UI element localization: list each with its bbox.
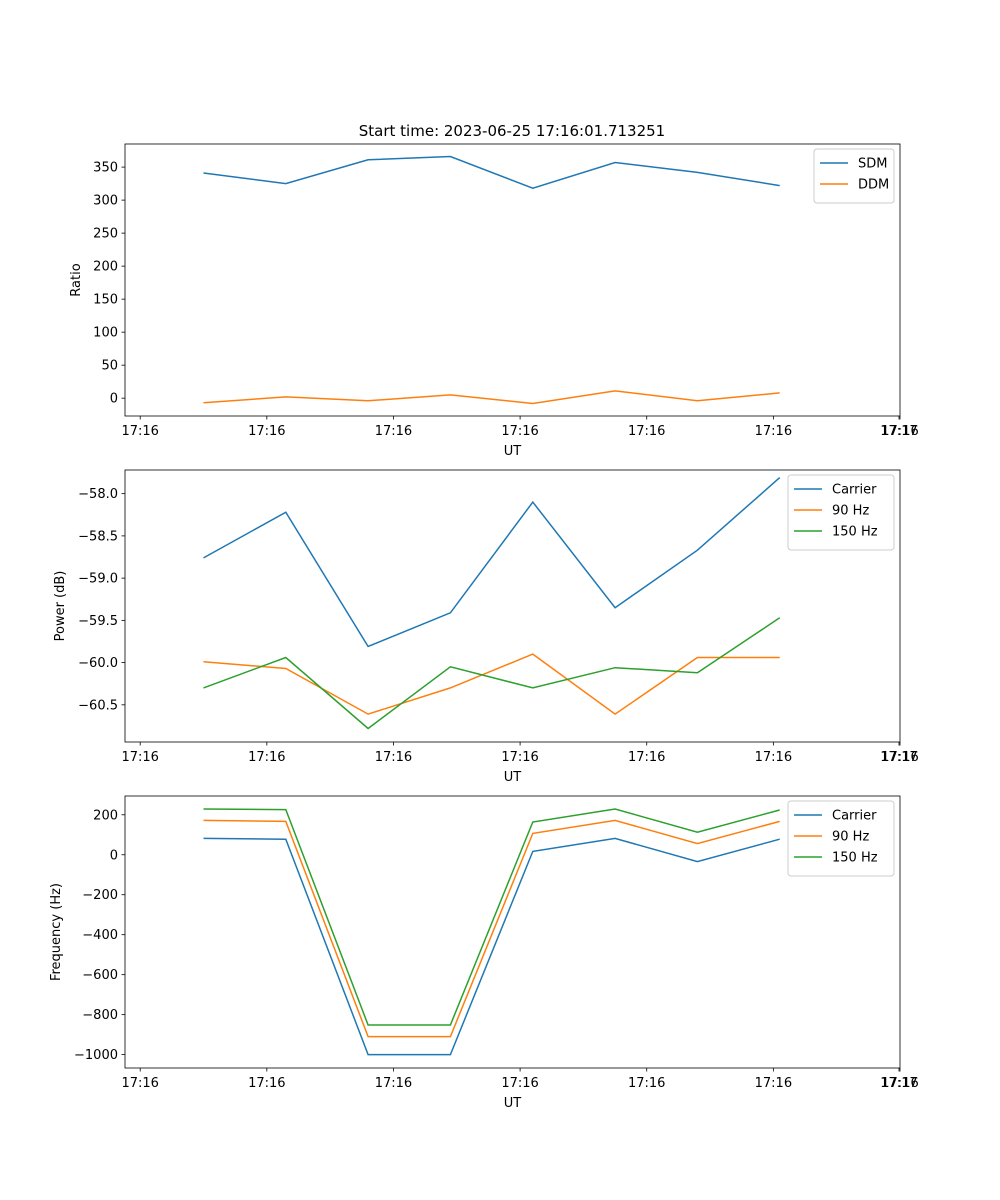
ratio-y-tick-label: 250: [93, 227, 118, 242]
power-legend-label: Carrier: [832, 483, 877, 498]
frequency-series-150-hz-line: [203, 808, 780, 1026]
ratio-y-tick-label: 200: [93, 260, 118, 275]
ratio-x-tick-label: 17:16: [628, 424, 665, 439]
frequency-x-tick-label: 17:16: [121, 1076, 158, 1091]
power-x-tick-label: 17:17: [880, 750, 917, 765]
power-x-tick-label: 17:16: [628, 750, 665, 765]
frequency-legend-label: Carrier: [832, 809, 877, 824]
power-y-tick-label: −58.0: [78, 487, 118, 502]
frequency-x-tick-label: 17:16: [375, 1076, 412, 1091]
ratio-x-tick-label: 17:16: [881, 424, 918, 439]
power-axes-frame: [124, 469, 901, 743]
ratio-x-tick-label: 17:16: [501, 424, 538, 439]
power-y-tick-label: −59.0: [78, 572, 118, 587]
frequency-x-tick-label: 17:16: [755, 1076, 792, 1091]
power-x-tick-label: 17:16: [881, 750, 918, 765]
power-y-tick-label: −58.5: [78, 529, 118, 544]
power-legend-label: 90 Hz: [832, 504, 869, 519]
power-x-tick-label: 17:16: [121, 750, 158, 765]
ratio-series-ddm-line: [203, 390, 780, 405]
frequency-panel: 17:16 17:16 17:16 17:16 17:16 17:16 17:1617:17…: [49, 795, 919, 1111]
frequency-y-axis-label: Frequency (Hz): [49, 883, 64, 981]
power-y-tick-label: −59.5: [78, 614, 118, 629]
ratio-x-tick-label: 17:16: [248, 424, 285, 439]
ratio-y-axis-label: Ratio: [69, 263, 84, 296]
ratio-series-sdm-line: [203, 155, 780, 189]
ratio-legend: SDM DDM: [813, 148, 895, 204]
power-y-tick-label: −60.0: [78, 656, 118, 671]
ratio-y-tick-label: 350: [93, 161, 118, 176]
ratio-x-axis-label: UT: [504, 444, 522, 459]
power-x-tick-label: 17:16: [248, 750, 285, 765]
ratio-x-tick-label: 17:16: [121, 424, 158, 439]
ratio-x-tick-label: 17:16: [755, 424, 792, 439]
power-x-tick-label: 17:16: [375, 750, 412, 765]
frequency-legend: Carrier 90 Hz 150 Hz: [787, 800, 895, 877]
frequency-y-tick-label: 200: [93, 808, 118, 823]
power-legend: Carrier 90 Hz 150 Hz: [787, 474, 895, 551]
frequency-y-tick-label: −200: [82, 888, 118, 903]
power-series-150-hz-line: [203, 617, 781, 730]
frequency-y-tick-label: 0: [110, 848, 118, 863]
frequency-legend-label: 90 Hz: [832, 830, 869, 845]
power-x-axis-label: UT: [504, 770, 522, 785]
frequency-x-tick-label: 17:17: [880, 1076, 917, 1091]
figure-title: Start time: 2023-06-25 17:16:01.713251: [359, 122, 665, 140]
power-series-carrier-line: [203, 477, 781, 648]
ratio-legend-label: SDM: [858, 157, 887, 172]
ratio-legend-label: DDM: [858, 178, 889, 193]
power-x-tick-label: 17:16: [755, 750, 792, 765]
ratio-y-tick-label: 300: [93, 194, 118, 209]
frequency-axes-frame: [124, 795, 901, 1069]
frequency-y-tick-label: −1000: [74, 1048, 118, 1063]
ratio-panel: 17:16 17:16 17:16 17:16 17:16 17:16 17:1617:17…: [69, 143, 919, 459]
power-series-90-hz-line: [203, 653, 780, 716]
ratio-y-tick-label: 0: [110, 392, 118, 407]
frequency-series-carrier-line: [203, 837, 780, 1056]
frequency-x-tick-label: 17:16: [248, 1076, 285, 1091]
frequency-y-tick-label: −600: [82, 968, 118, 983]
frequency-y-tick-label: −800: [82, 1008, 118, 1023]
ratio-y-tick-label: 100: [93, 326, 118, 341]
ratio-x-tick-label: 17:16: [375, 424, 412, 439]
frequency-x-tick-label: 17:16: [628, 1076, 665, 1091]
ratio-y-tick-label: 50: [101, 359, 118, 374]
power-panel: 17:16 17:16 17:16 17:16 17:16 17:16 17:1617:17…: [53, 469, 919, 785]
ratio-x-tick-label: 17:17: [880, 424, 917, 439]
ratio-axes-frame: [124, 143, 901, 417]
frequency-x-tick-label: 17:16: [501, 1076, 538, 1091]
frequency-legend-label: 150 Hz: [832, 851, 878, 866]
power-legend-label: 150 Hz: [832, 525, 878, 540]
power-x-tick-label: 17:16: [501, 750, 538, 765]
frequency-x-tick-label: 17:16: [881, 1076, 918, 1091]
power-y-axis-label: Power (dB): [53, 571, 68, 642]
frequency-series-90-hz-line: [203, 819, 780, 1038]
frequency-y-tick-label: −400: [82, 928, 118, 943]
frequency-x-axis-label: UT: [504, 1096, 522, 1111]
ratio-y-tick-label: 150: [93, 293, 118, 308]
power-y-tick-label: −60.5: [78, 698, 118, 713]
